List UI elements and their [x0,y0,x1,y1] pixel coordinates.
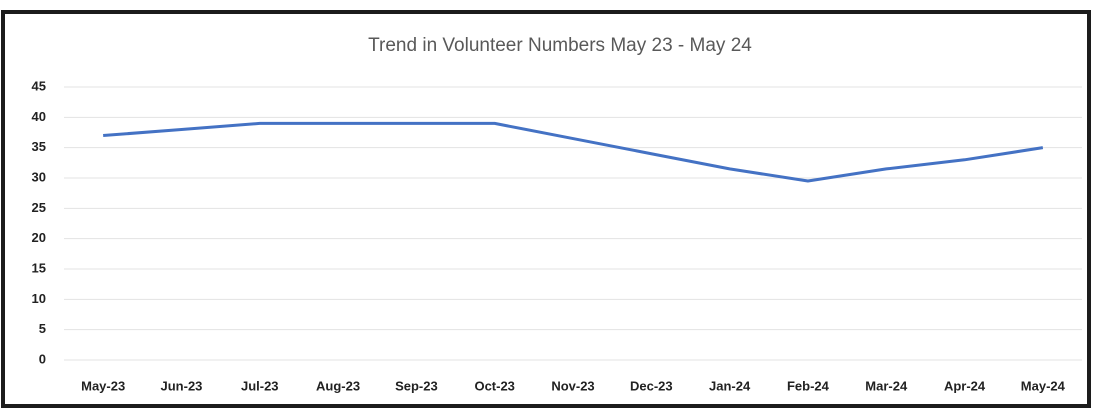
y-tick-label: 35 [32,139,46,154]
x-tick-label: Nov-23 [551,378,594,393]
x-tick-label: Mar-24 [865,378,908,393]
frame [1,10,1091,408]
y-tick-label: 0 [39,351,46,366]
x-tick-label: May-24 [1021,378,1066,393]
y-tick-label: 15 [32,260,46,275]
y-tick-label: 20 [32,230,46,245]
x-tick-label: Oct-23 [474,378,514,393]
x-tick-label: Jun-23 [161,378,203,393]
x-tick-label: Jan-24 [709,378,751,393]
x-tick-label: Feb-24 [787,378,830,393]
y-tick-label: 10 [32,291,46,306]
x-tick-label: Sep-23 [395,378,438,393]
x-tick-label: May-23 [81,378,125,393]
x-tick-label: Aug-23 [316,378,360,393]
y-tick-label: 5 [39,321,46,336]
x-tick-label: Apr-24 [944,378,986,393]
y-tick-label: 30 [32,169,46,184]
chart-title: Trend in Volunteer Numbers May 23 - May … [368,35,752,56]
y-tick-label: 25 [32,200,46,215]
x-tick-label: Jul-23 [241,378,279,393]
y-tick-label: 45 [32,78,46,93]
x-tick-label: Dec-23 [630,378,673,393]
y-tick-label: 40 [32,109,46,124]
line [103,121,1044,183]
